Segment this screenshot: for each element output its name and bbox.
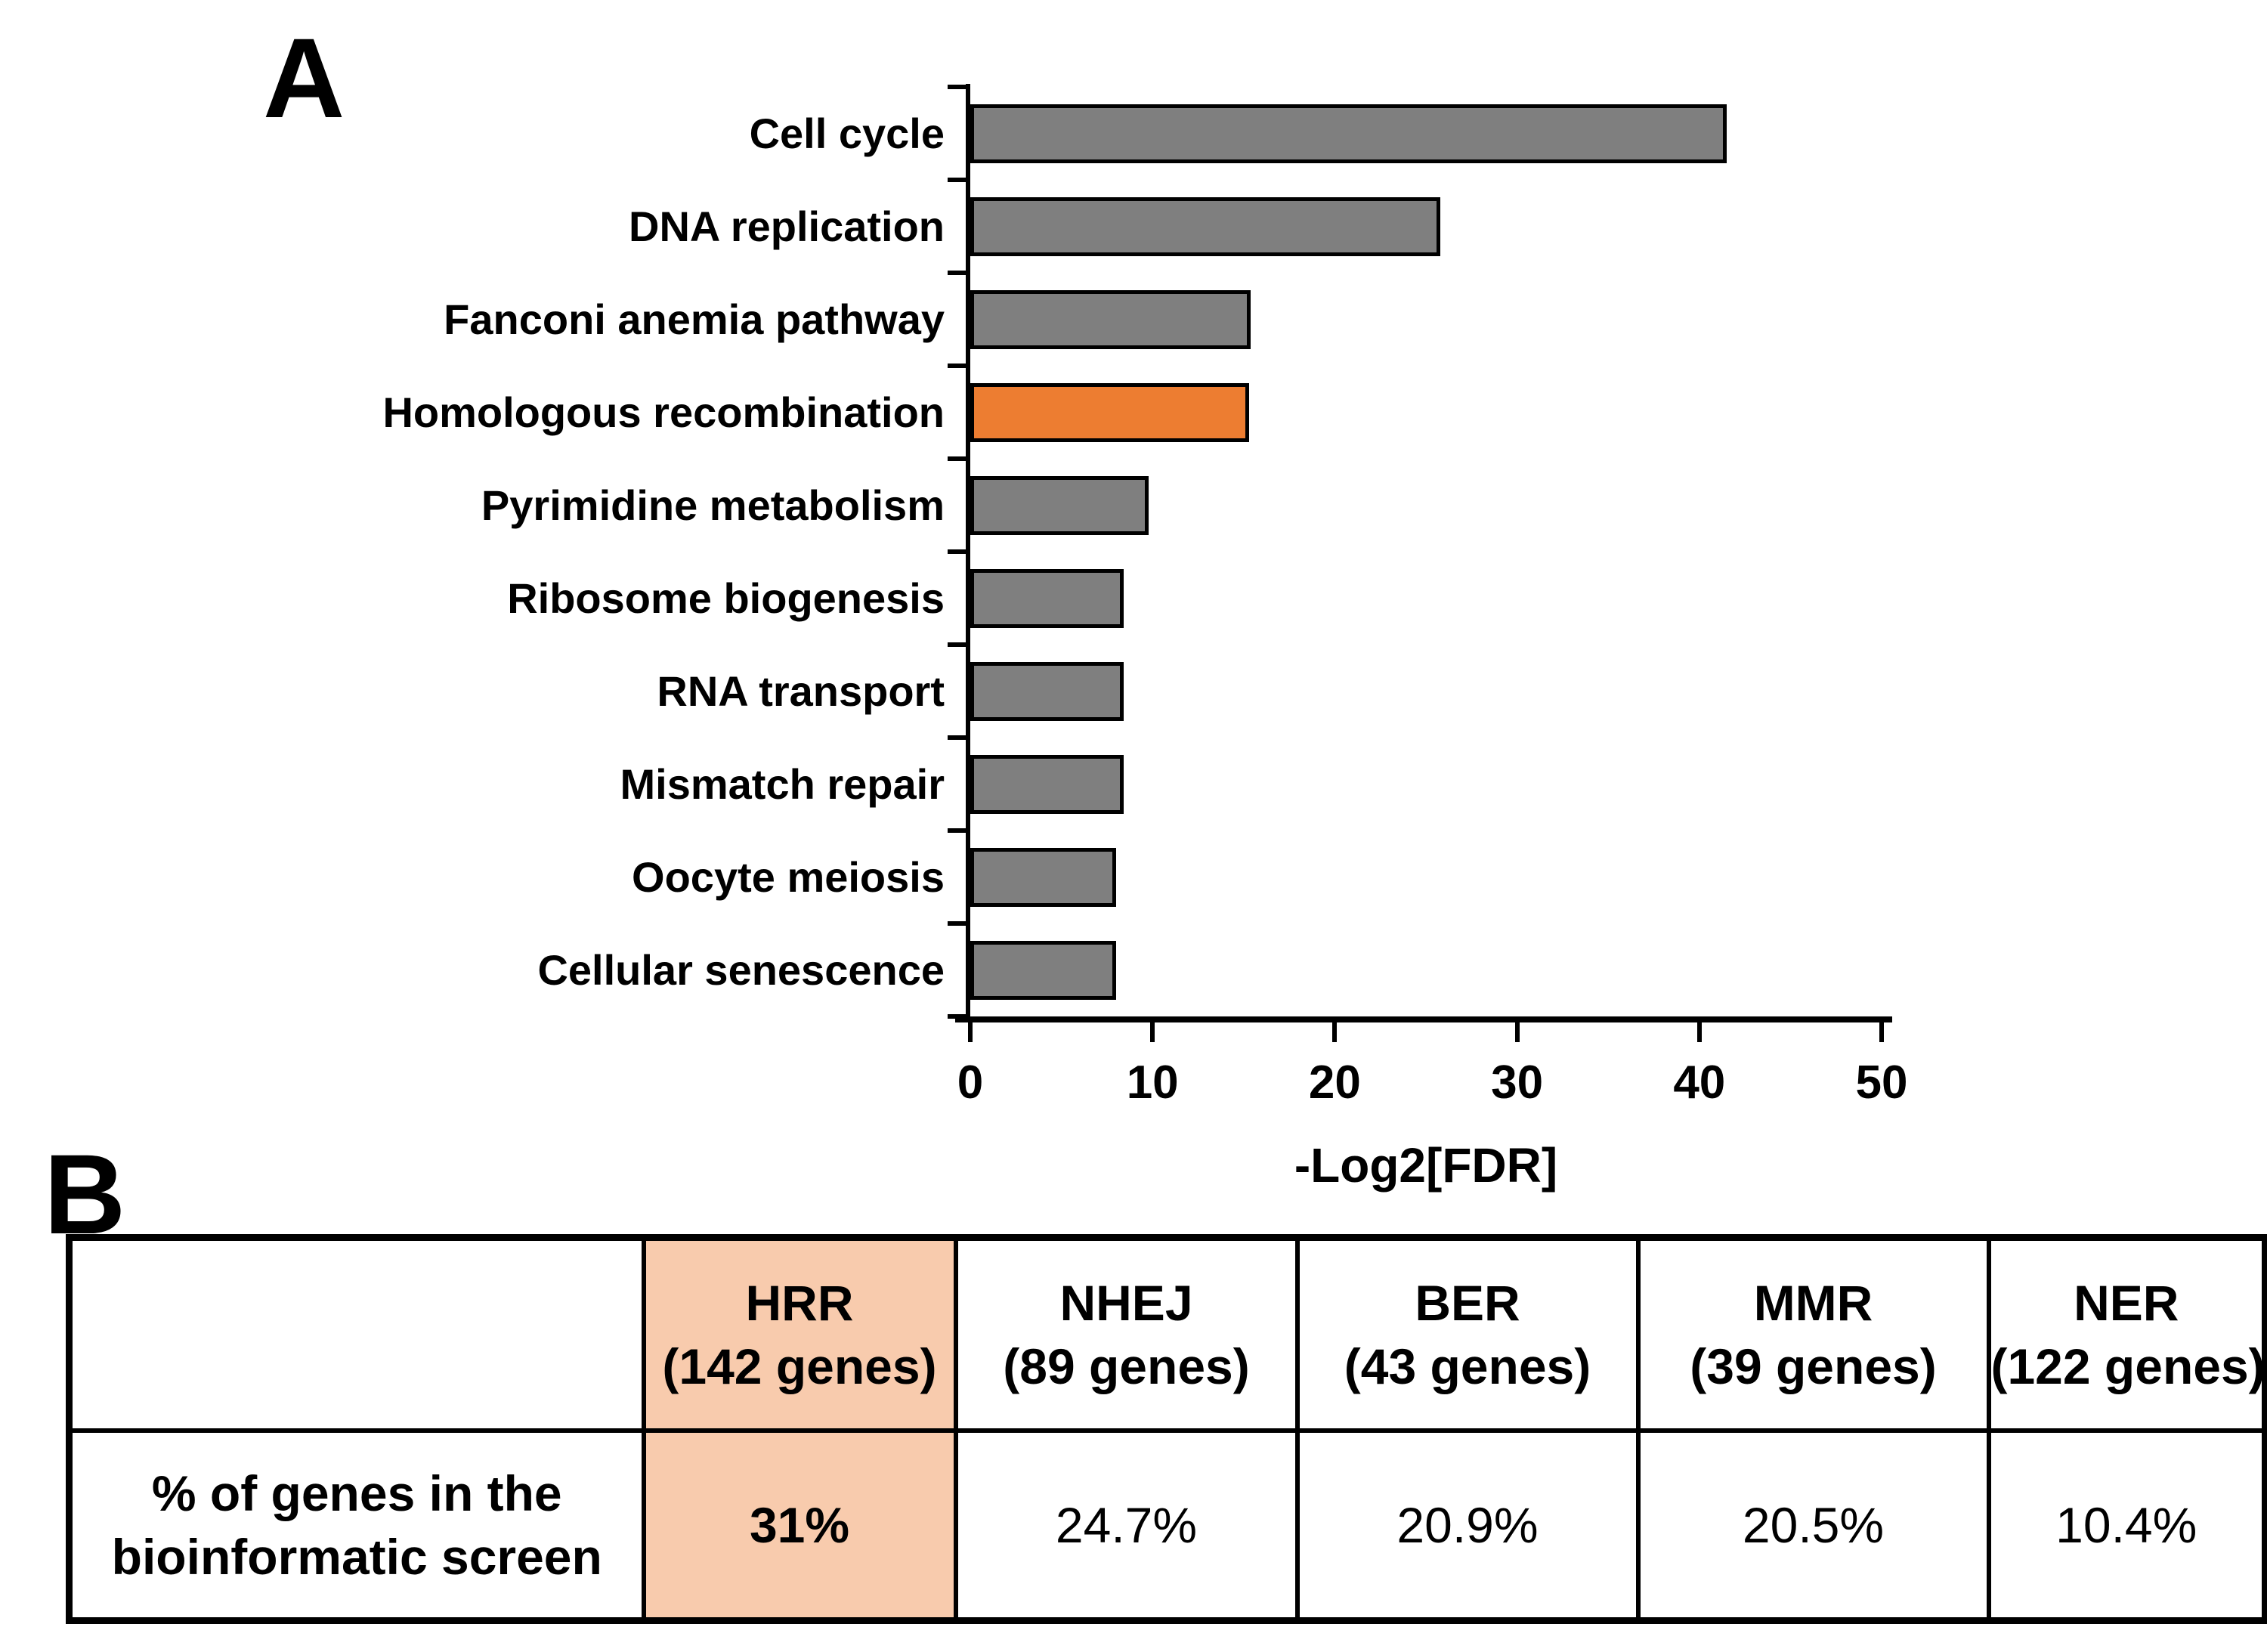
value-cell-ber: 20.9%	[1294, 1428, 1641, 1623]
category-label: DNA replication	[629, 203, 945, 250]
value-cell-ner: 10.4%	[1986, 1428, 2267, 1623]
y-axis-tick	[948, 735, 966, 740]
bar	[970, 568, 1124, 628]
table-data-row: % of genes in the bioinformatic screen 3…	[66, 1428, 2267, 1623]
column-name: NHEJ	[1059, 1274, 1193, 1331]
column-gene-count: (122 genes)	[1990, 1338, 2265, 1394]
y-axis-tick	[948, 828, 966, 833]
plot-area: -Log2[FDR] 0 10 20 30 40 50	[948, 84, 1907, 1193]
bar	[970, 847, 1116, 907]
y-axis-tick	[948, 1014, 966, 1019]
value-cell-nhej: 24.7%	[953, 1428, 1300, 1623]
x-tick-label: 10	[1126, 1056, 1179, 1109]
table-header-row: HRR (142 genes) NHEJ (89 genes) BER (43 …	[66, 1235, 2267, 1433]
column-header-nhej: NHEJ (89 genes)	[953, 1235, 1300, 1433]
value-cell-hrr: 31%	[641, 1428, 958, 1623]
gene-percentage-table: HRR (142 genes) NHEJ (89 genes) BER (43 …	[66, 1234, 2267, 1624]
y-axis-tick	[948, 642, 966, 647]
value-cell-mmr: 20.5%	[1635, 1428, 1991, 1623]
column-gene-count: (39 genes)	[1690, 1338, 1937, 1394]
column-gene-count: (142 genes)	[662, 1338, 937, 1394]
category-label: Fanconi anemia pathway	[444, 295, 945, 343]
y-axis-tick	[948, 178, 966, 182]
x-tick-label: 50	[1855, 1056, 1908, 1109]
bar	[970, 940, 1116, 1000]
x-axis-tick	[1514, 1022, 1520, 1042]
corner-empty-cell	[66, 1235, 646, 1433]
x-tick-label: 30	[1491, 1056, 1544, 1109]
row-header-line: bioinformatic screen	[111, 1529, 602, 1585]
y-axis-line	[966, 84, 970, 1019]
column-name: HRR	[745, 1274, 854, 1331]
category-labels: Cell cycle DNA replication Fanconi anemia …	[0, 87, 945, 1016]
bar	[970, 754, 1124, 814]
category-label: Pyrimidine metabolism	[481, 481, 945, 529]
category-label: Oocyte meiosis	[632, 853, 945, 901]
bar	[970, 196, 1441, 256]
bar	[970, 475, 1149, 535]
column-header-ner: NER (122 genes)	[1986, 1235, 2267, 1433]
x-axis-line	[955, 1016, 1892, 1022]
category-label: Homologous recombination	[382, 388, 945, 436]
category-label: Mismatch repair	[620, 760, 945, 808]
x-axis-tick	[1332, 1022, 1338, 1042]
y-axis-tick	[948, 921, 966, 926]
bar	[970, 661, 1124, 721]
x-axis-title: -Log2[FDR]	[1294, 1138, 1558, 1193]
panel-b-label: B	[44, 1131, 126, 1258]
panel-a-label: A	[263, 14, 345, 141]
y-axis-tick	[948, 271, 966, 275]
row-header-cell: % of genes in the bioinformatic screen	[66, 1428, 646, 1623]
column-name: BER	[1415, 1274, 1520, 1331]
column-header-mmr: MMR (39 genes)	[1635, 1235, 1991, 1433]
x-axis-tick	[1696, 1022, 1702, 1042]
row-header-line: % of genes in the	[151, 1465, 562, 1521]
bar-highlighted	[970, 382, 1250, 442]
y-axis-tick	[948, 456, 966, 461]
bar	[970, 289, 1251, 349]
category-label: Cellular senescence	[537, 946, 945, 994]
x-axis-tick	[968, 1022, 973, 1042]
column-name: NER	[2074, 1274, 2179, 1331]
x-tick-label: 20	[1308, 1056, 1361, 1109]
category-label: Ribosome biogenesis	[507, 574, 945, 622]
y-axis-tick	[948, 364, 966, 368]
column-gene-count: (43 genes)	[1344, 1338, 1591, 1394]
y-axis-tick	[948, 85, 966, 89]
x-tick-label: 40	[1673, 1056, 1726, 1109]
column-header-hrr: HRR (142 genes)	[641, 1235, 958, 1433]
x-tick-label: 0	[957, 1056, 984, 1109]
bar	[970, 104, 1727, 163]
column-header-ber: BER (43 genes)	[1294, 1235, 1641, 1433]
column-name: MMR	[1753, 1274, 1873, 1331]
y-axis-tick	[948, 549, 966, 554]
x-axis-tick	[1150, 1022, 1155, 1042]
x-axis-tick	[1879, 1022, 1884, 1042]
column-gene-count: (89 genes)	[1003, 1338, 1250, 1394]
category-label: Cell cycle	[749, 110, 945, 157]
category-label: RNA transport	[657, 667, 945, 715]
